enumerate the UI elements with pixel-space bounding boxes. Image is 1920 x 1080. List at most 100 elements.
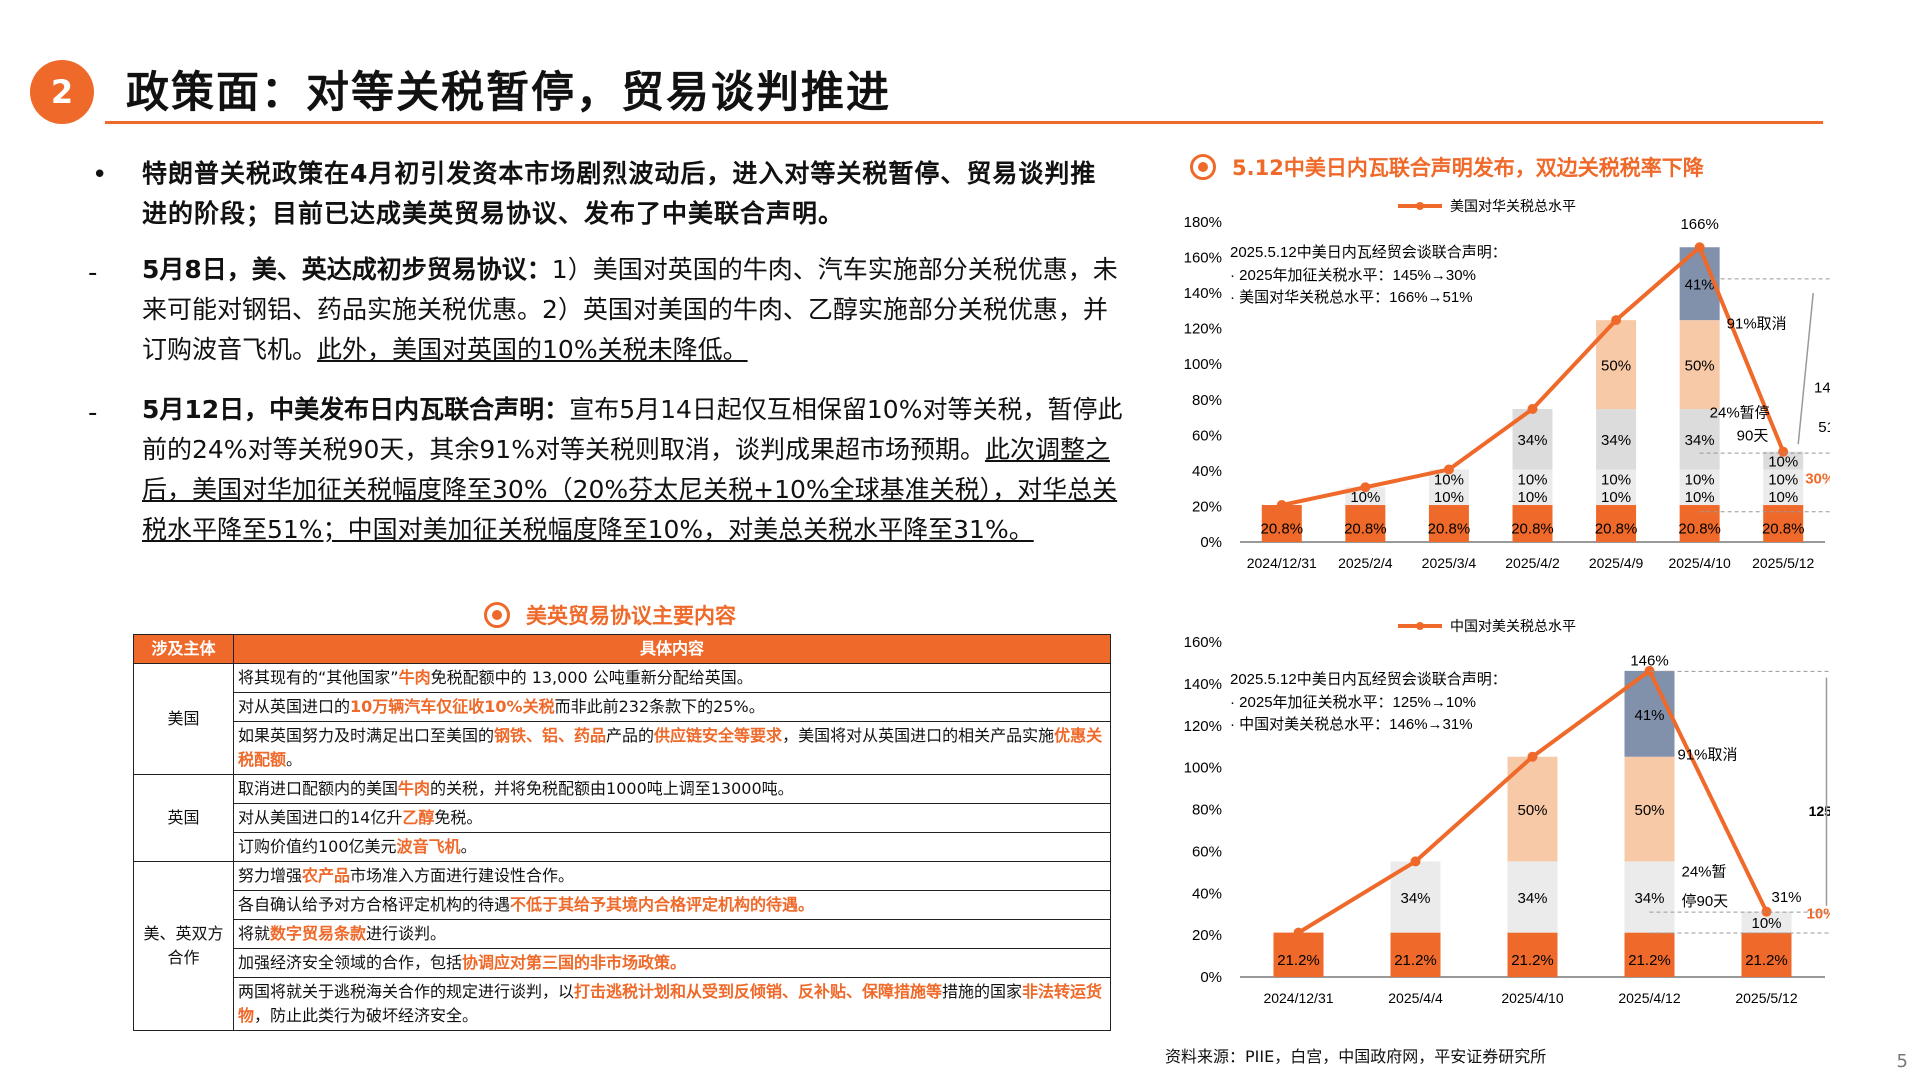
bar-label: 20.8% [1261, 521, 1304, 538]
bar-label: 21.2% [1394, 952, 1437, 969]
dash-marker: - [88, 258, 98, 288]
y-tick-label: 40% [1192, 463, 1222, 480]
bar-segment [1679, 487, 1720, 506]
y-tick-label: 120% [1184, 321, 1222, 338]
bar-segment [1763, 487, 1804, 506]
uk-deal-note: 此外，美国对英国的10%关税未降低。 [317, 335, 748, 364]
cancel-note: 91%取消 [1678, 746, 1738, 763]
target-icon [1190, 154, 1216, 180]
target-icon [484, 602, 510, 628]
bar-label: 10% [1601, 489, 1631, 506]
bullet-dot: • [92, 160, 108, 190]
table-cell: 取消进口配额内的美国牛肉的关税，并将免税配额由1000吨上调至13000吨。 [233, 774, 1111, 804]
y-tick-label: 60% [1192, 427, 1222, 444]
bar-segment [1679, 320, 1720, 410]
table-row: 订购价值约100亿美元波音飞机。 [134, 832, 1111, 862]
bar-segment [1596, 469, 1637, 488]
table-row: 如果英国努力及时满足出口至美国的钢铁、铝、药品产品的供应链安全等要求，美国将对从… [134, 721, 1111, 775]
section-number: 2 [30, 60, 94, 124]
us-tariff-chart: 0% 20% 40% 60% 80% 100% 120% 140% 160% 180% 美国对华关税… [1184, 198, 1830, 571]
annotation-line2: · 2025年加征关税水平：125%→10% [1230, 694, 1476, 711]
table-title: 美英贸易协议主要内容 [484, 600, 736, 630]
line-point [1443, 464, 1454, 475]
geneva-head: 5月12日，中美发布日内瓦联合声明： [142, 395, 570, 424]
table-cell: 各自确认给予对方合格评定机构的待遇不低于其给予其境内合格评定机构的待遇。 [233, 890, 1111, 920]
bar-label: 10% [1434, 471, 1464, 488]
bar-label: 50% [1685, 358, 1715, 375]
y-tick-label: 0% [1200, 969, 1222, 986]
after-note: 51% [1818, 419, 1830, 436]
bar-label: 20.8% [1511, 521, 1554, 538]
peak-label: 166% [1680, 216, 1718, 233]
bar-label: 34% [1601, 432, 1631, 449]
bar-segment [1596, 487, 1637, 506]
bar-label: 10% [1768, 454, 1798, 471]
bar-label: 41% [1685, 277, 1715, 294]
peak-label: 146% [1630, 652, 1668, 669]
diff-note: 145% [1814, 380, 1830, 397]
bar-segment [1512, 505, 1553, 542]
bar-segment [1273, 932, 1324, 977]
bar-segment [1428, 505, 1469, 542]
geneva-paragraph: 5月12日，中美发布日内瓦联合声明：宣布5月14日起仅互相保留10%对等关税，暂… [142, 390, 1132, 550]
x-tick-label: 2025/4/2 [1505, 555, 1560, 571]
bar-label: 34% [1400, 890, 1430, 907]
x-tick-label: 2025/4/10 [1668, 555, 1730, 571]
x-tick-label: 2025/4/10 [1501, 990, 1563, 1006]
table-row: 美国 将其现有的“其他国家”牛肉免税配额中的 13,000 公吨重新分配给英国。 [133, 663, 1111, 775]
y-tick-label: 0% [1200, 534, 1222, 551]
bar-segment [1596, 505, 1637, 542]
bar-segment [1261, 505, 1302, 542]
us-uk-deal-table: 涉及主体 具体内容 美国 将其现有的“其他国家”牛肉免税配额中的 13,000 公吨重… [133, 634, 1111, 1031]
legend-label: 美国对华关税总水平 [1450, 198, 1576, 214]
y-tick-label: 80% [1192, 392, 1222, 409]
y-tick-label: 20% [1192, 498, 1222, 515]
y-tick-label: 100% [1184, 760, 1222, 777]
bar-segment [1596, 409, 1637, 470]
table-row: 将就数字贸易条款进行谈判。 [134, 919, 1111, 949]
annotation-line2: · 2025年加征关税水平：145%→30% [1230, 267, 1476, 284]
bar-label: 10% [1685, 489, 1715, 506]
bar-label: 10% [1434, 489, 1464, 506]
annotation-line1: 2025.5.12中美日内瓦经贸会谈联合声明： [1230, 243, 1507, 261]
table-cell: 将就数字贸易条款进行谈判。 [233, 919, 1111, 949]
bar-label: 10% [1768, 489, 1798, 506]
bar-segment [1763, 505, 1804, 542]
table-cell: 将其现有的“其他国家”牛肉免税配额中的 13,000 公吨重新分配给英国。 [233, 663, 1111, 693]
days-note: 90天 [1737, 428, 1769, 445]
bar-label: 50% [1517, 802, 1547, 819]
table-row: 两国将就关于逃税海关合作的规定进行谈判，以打击逃税计划和从受到反倾销、反补贴、保… [134, 977, 1111, 1031]
y-tick-label: 140% [1184, 676, 1222, 693]
bar-label: 20.8% [1595, 521, 1638, 538]
bar-segment [1624, 756, 1675, 862]
line-point [1293, 927, 1304, 938]
x-tick-label: 2025/5/12 [1752, 555, 1814, 571]
table-row: 加强经济安全领域的合作，包括协调应对第三国的非市场政策。 [134, 948, 1111, 978]
bar-label: 20.8% [1344, 521, 1387, 538]
y-tick-label: 20% [1192, 927, 1222, 944]
legend-marker [1416, 622, 1424, 630]
bar-label: 21.2% [1628, 952, 1671, 969]
line-point [1527, 404, 1538, 415]
bar-label: 21.2% [1277, 952, 1320, 969]
table-header: 具体内容 [233, 634, 1111, 664]
pointer-line [1797, 293, 1814, 445]
bar-label: 21.2% [1511, 952, 1554, 969]
bar-label: 10% [1350, 489, 1380, 506]
table-cell: 对从美国进口的14亿升乙醇免税。 [233, 803, 1111, 833]
annotation-line3: · 美国对华关税总水平：166%→51% [1230, 289, 1473, 306]
pause-note: 24%暂 [1682, 864, 1727, 881]
bar-segment [1741, 911, 1792, 933]
geneva-body: 宣布5月14日起仅互相保留10%对等关税，暂停此前的24%对等关税90天，其余9… [142, 395, 1123, 464]
chart1-title-text: 5.12中美日内瓦联合声明发布，双边关税税率下降 [1232, 156, 1704, 180]
bar-segment [1512, 469, 1553, 488]
table-row: 英国 取消进口配额内的美国牛肉的关税，并将免税配额由1000吨上调至13000吨。 [133, 774, 1111, 862]
bar-segment [1428, 487, 1469, 506]
uk-deal-body: 1）美国对英国的牛肉、汽车实施部分关税优惠，未来可能对钢铝、药品实施关税优惠。2… [142, 255, 1118, 364]
legend-marker [1416, 202, 1424, 210]
table-subject: 美、英双方合作 [133, 861, 234, 1031]
line-point [1694, 242, 1705, 253]
y-tick-label: 60% [1192, 843, 1222, 860]
bar-label: 10% [1601, 471, 1631, 488]
bar-label: 20.8% [1678, 521, 1721, 538]
